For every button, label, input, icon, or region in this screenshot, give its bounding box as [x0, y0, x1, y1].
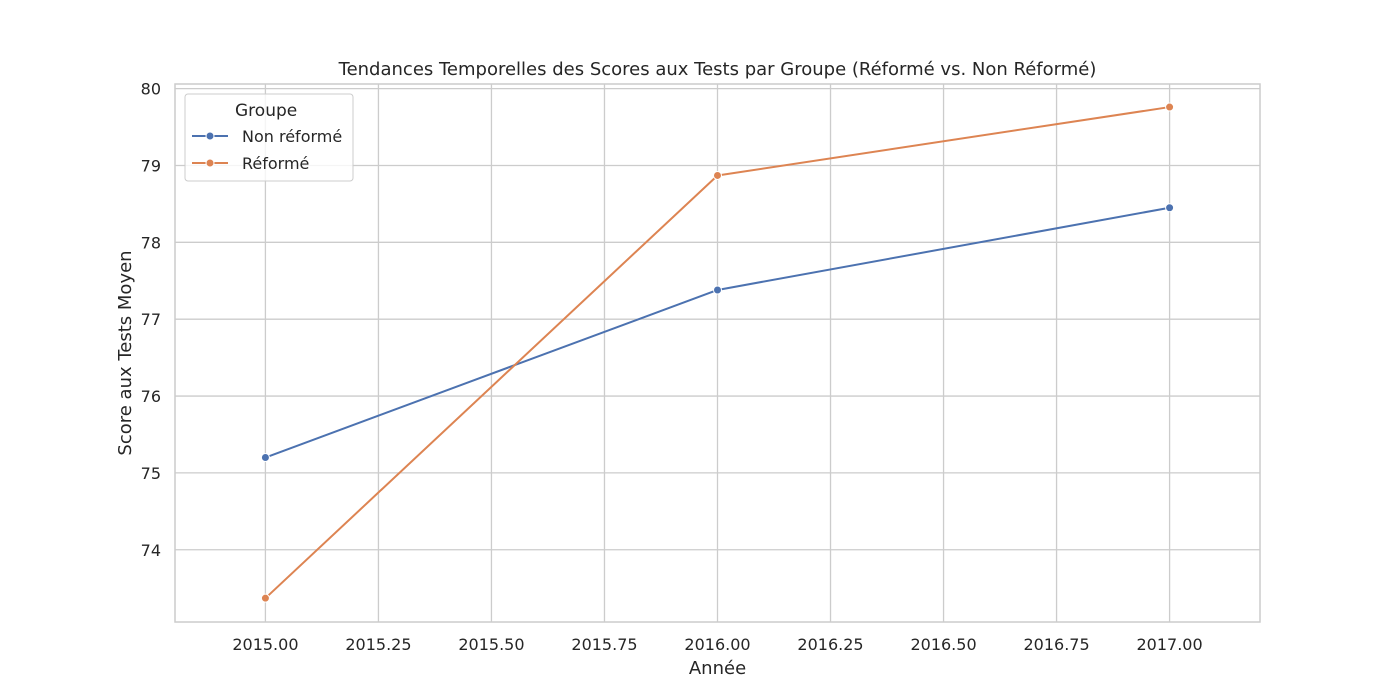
data-point: [1165, 102, 1175, 112]
legend: Groupe Non réformé Réformé: [184, 93, 354, 182]
data-point: [713, 170, 722, 180]
legend-box: [184, 93, 354, 182]
y-tick-labels: 74 75 76 77 78 79 80: [141, 80, 161, 560]
legend-swatch-marker: [205, 158, 215, 168]
x-tick-label: 2017.00: [1136, 635, 1202, 654]
legend-items: Non réformé Réformé: [192, 127, 342, 173]
x-tick-label: 2016.25: [797, 635, 863, 654]
legend-title: Groupe: [235, 101, 297, 121]
y-tick-label: 78: [141, 233, 161, 252]
y-tick-label: 75: [141, 464, 161, 483]
y-tick-label: 74: [141, 541, 161, 560]
chart-title: Tendances Temporelles des Scores aux Tes…: [338, 59, 1097, 80]
y-axis-label: Score aux Tests Moyen: [115, 250, 136, 455]
data-point: [1165, 203, 1175, 213]
x-tick-label: 2015.00: [232, 635, 298, 654]
y-tick-label: 79: [141, 156, 161, 175]
y-tick-label: 80: [141, 80, 161, 99]
data-point: [260, 453, 270, 463]
x-tick-labels: 2015.00 2015.25 2015.50 2015.75 2016.00 2016.…: [232, 635, 1202, 654]
x-tick-label: 2016.75: [1023, 635, 1089, 654]
grid-lines: [175, 84, 1260, 622]
data-point: [713, 285, 722, 295]
x-axis-label: Année: [689, 658, 746, 679]
x-tick-label: 2015.75: [571, 635, 637, 654]
x-tick-label: 2015.25: [345, 635, 411, 654]
y-tick-label: 77: [141, 310, 161, 329]
series-layer: [260, 102, 1175, 603]
legend-label: Réformé: [242, 154, 309, 173]
plot-frame: [174, 83, 1261, 623]
data-point: [260, 593, 270, 603]
x-tick-label: 2016.50: [910, 635, 976, 654]
legend-label: Non réformé: [242, 127, 342, 146]
x-tick-label: 2015.50: [458, 635, 524, 654]
y-tick-label: 76: [141, 387, 161, 406]
legend-swatch-marker: [205, 131, 215, 141]
x-tick-label: 2016.00: [684, 635, 750, 654]
